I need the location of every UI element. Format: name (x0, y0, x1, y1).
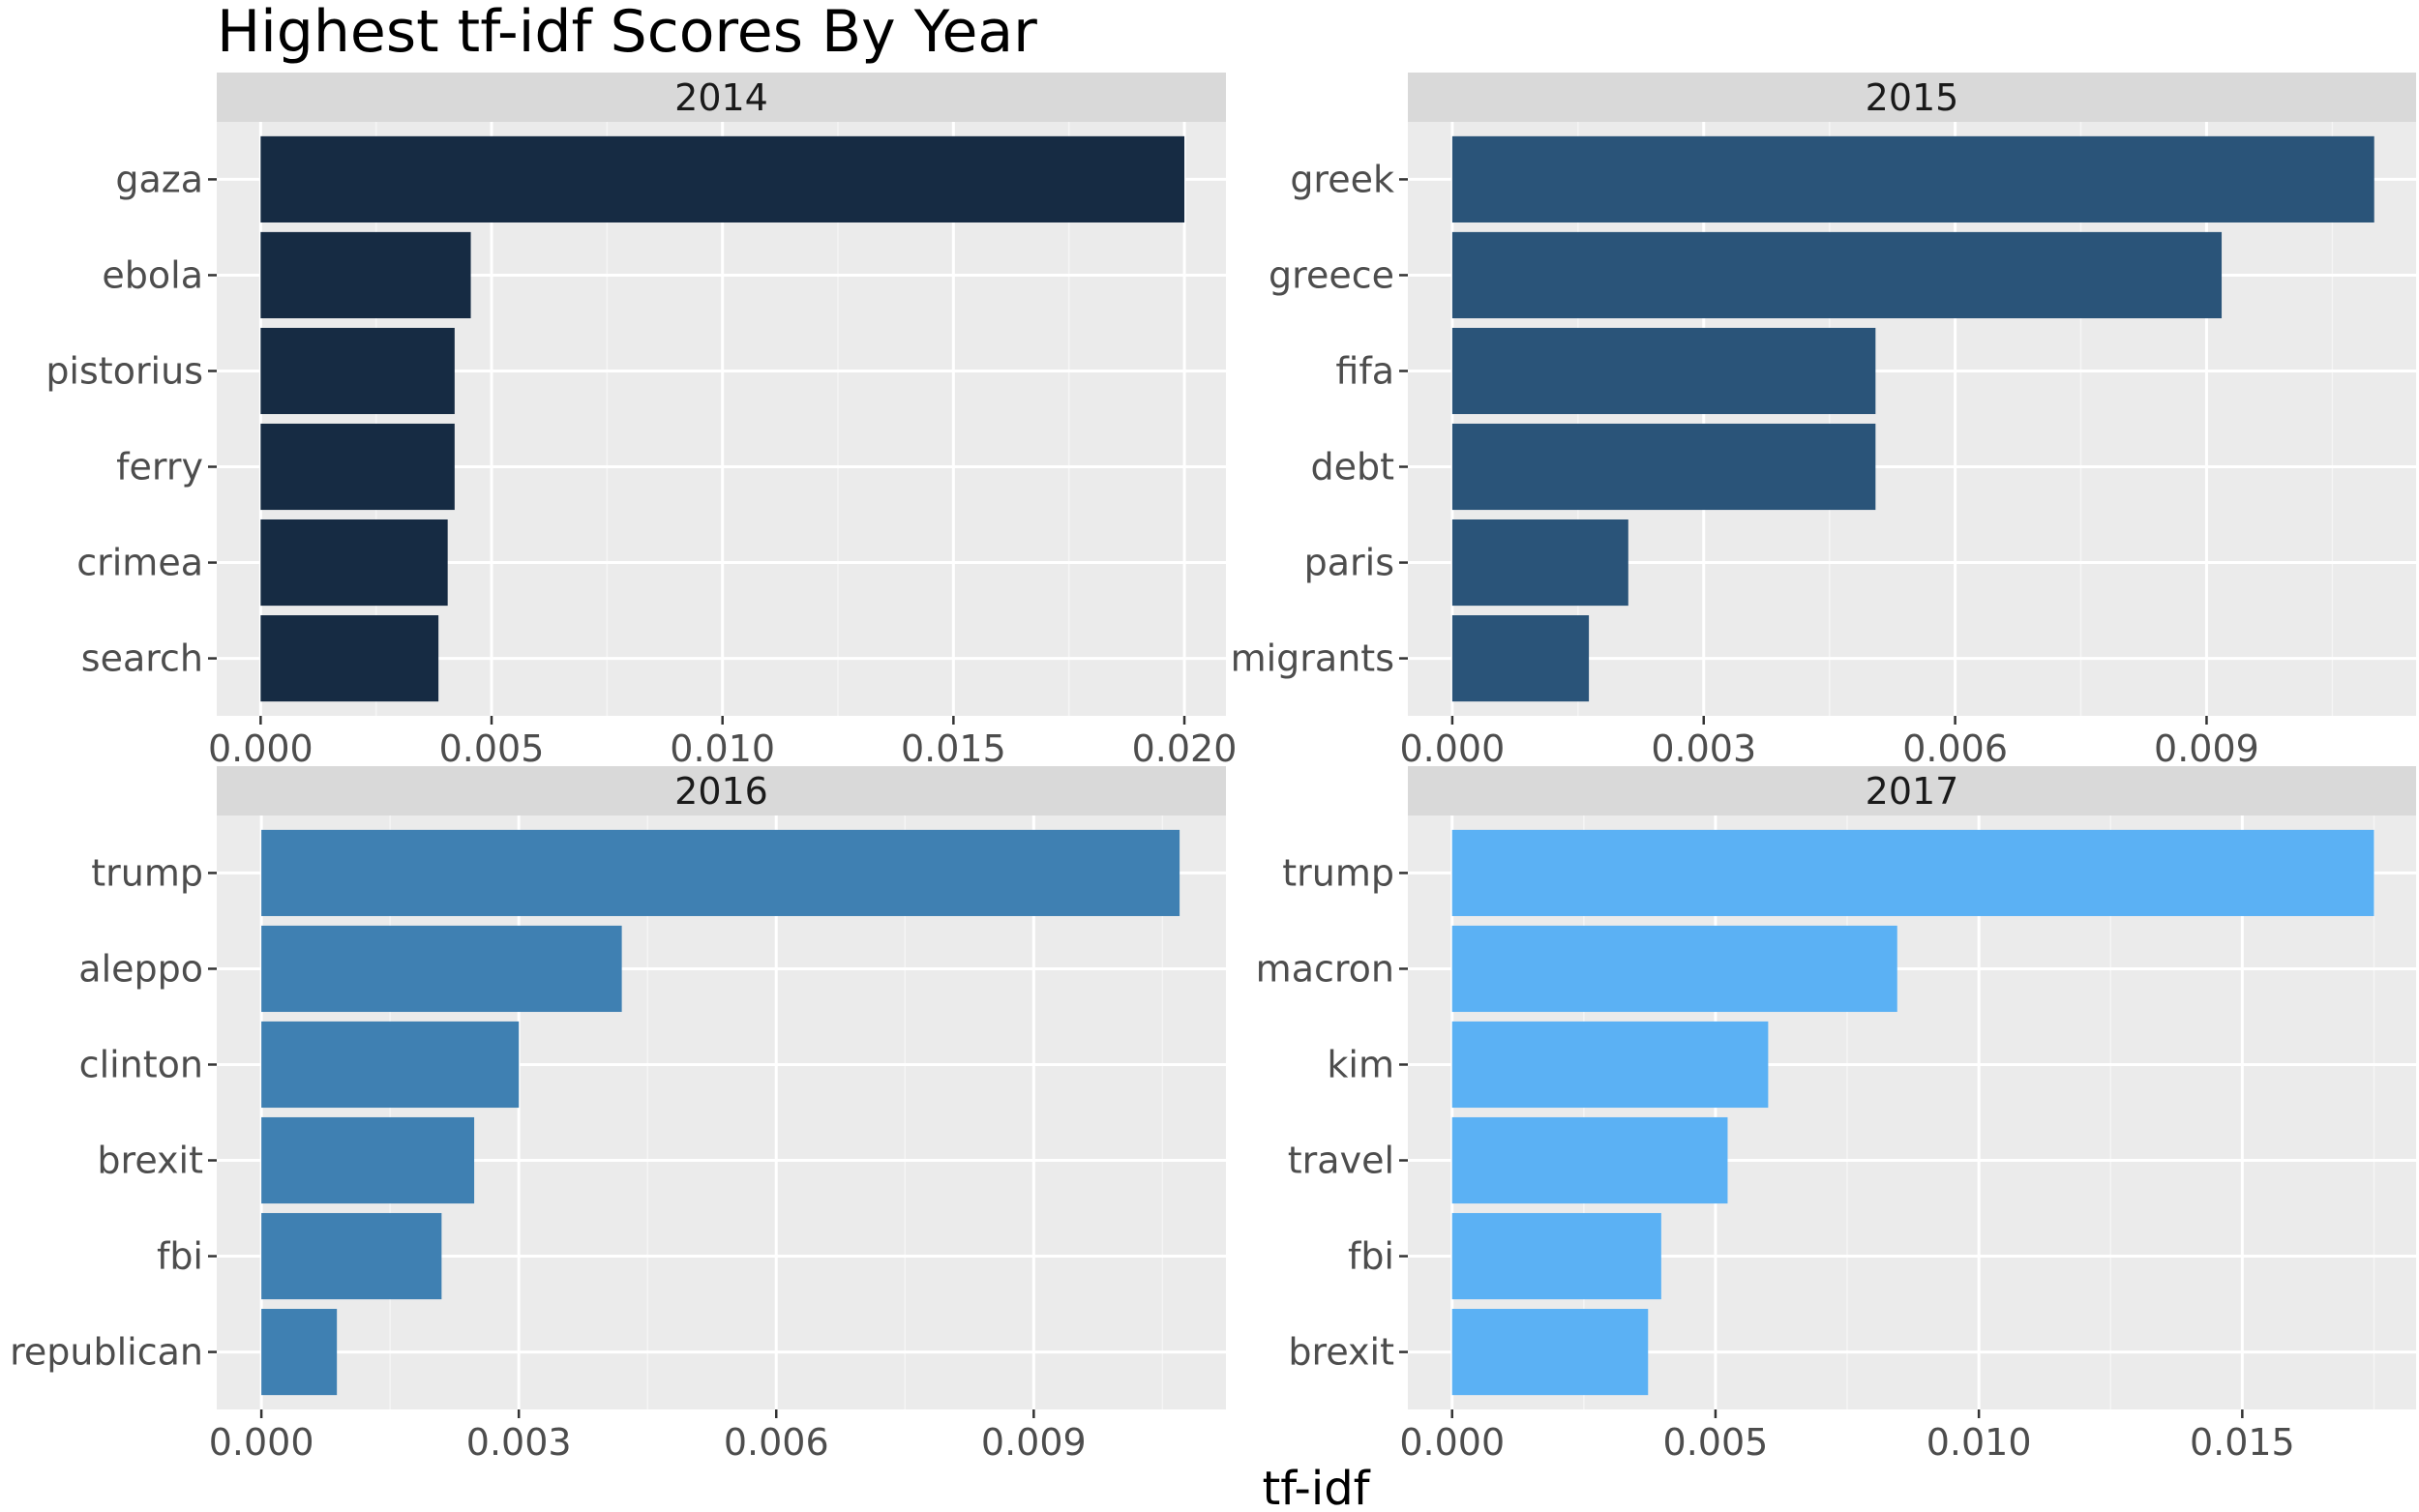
panel-strip (1408, 73, 2416, 122)
x-tick-label: 0.009 (981, 1421, 1087, 1464)
y-tick-label: ebola (102, 253, 203, 296)
y-tick-label: fifa (1335, 349, 1394, 392)
panel-2014: 2014 0.000 0.005 0.010 0.015 0.020 gaza ebola pi… (45, 73, 1237, 770)
panel-strip (217, 73, 1226, 122)
bar-fbi (1451, 1212, 1661, 1300)
y-tick-label: aleppo (78, 947, 203, 990)
y-tick-label: greek (1290, 158, 1394, 200)
bar-crimea (260, 519, 448, 607)
bar-macron (1451, 925, 1897, 1013)
y-tick-label: fbi (1348, 1235, 1394, 1278)
x-tick-label: 0.000 (209, 1421, 314, 1464)
x-tick-label: 0.020 (1132, 727, 1238, 770)
y-tick-label: pistorius (45, 349, 203, 392)
x-tick-label: 0.005 (1663, 1421, 1769, 1464)
y-tick-label: macron (1256, 947, 1394, 990)
panel-strip (1408, 766, 2416, 815)
bar-greece (1451, 231, 2223, 319)
x-tick-label: 0.006 (724, 1421, 829, 1464)
x-tick-label: 0.005 (439, 727, 545, 770)
panel-2015: 2015 0.000 0.003 0.006 0.009 greek greece fifa d… (1231, 73, 2416, 770)
panel-strip-label: 2016 (674, 770, 768, 813)
y-tick-label: crimea (76, 542, 203, 584)
y-tick-label: travel (1288, 1140, 1394, 1182)
panel-2017: 2017 0.000 0.005 0.010 0.015 trump macron kim tr… (1256, 766, 2416, 1464)
bar-search (260, 615, 439, 702)
chart-title: Highest tf-idf Scores By Year (217, 0, 1037, 66)
bar-greek (1451, 135, 2374, 222)
bar-travel (1451, 1116, 1728, 1204)
x-tick-label: 0.010 (670, 727, 775, 770)
y-tick-label: clinton (79, 1043, 203, 1085)
bar-trump (261, 829, 1180, 916)
x-tick-label: 0.009 (2154, 727, 2259, 770)
y-tick-label: republican (10, 1331, 203, 1374)
bar-kim (1451, 1021, 1769, 1109)
x-tick-label: 0.000 (1400, 727, 1506, 770)
x-tick-label: 0.003 (1651, 727, 1756, 770)
bar-migrants (1451, 615, 1590, 702)
bar-brexit (1451, 1309, 1649, 1396)
x-tick-label: 0.000 (208, 727, 314, 770)
y-tick-label: greece (1269, 253, 1394, 296)
bar-fifa (1451, 327, 1876, 415)
y-tick-label: trump (1282, 851, 1394, 894)
bar-ebola (260, 231, 471, 319)
bar-trump (1451, 829, 2374, 916)
y-tick-label: debt (1310, 446, 1394, 489)
bar-ferry (260, 423, 455, 511)
y-tick-label: kim (1327, 1043, 1394, 1085)
panel-strip-label: 2017 (1866, 770, 1959, 813)
panel-strip-label: 2014 (674, 76, 768, 119)
panel-2016: 2016 0.000 0.003 0.006 0.009 trump aleppo clint… (10, 766, 1226, 1464)
x-tick-label: 0.015 (901, 727, 1006, 770)
y-tick-label: paris (1304, 542, 1394, 584)
bar-fbi (261, 1212, 442, 1300)
x-tick-label: 0.000 (1399, 1421, 1505, 1464)
x-tick-label: 0.015 (2190, 1421, 2295, 1464)
x-axis-title: tf-idf (1262, 1462, 1370, 1512)
bar-paris (1451, 519, 1628, 607)
x-tick-label: 0.006 (1902, 727, 2008, 770)
y-tick-label: gaza (115, 158, 203, 200)
panel-strip-label: 2015 (1866, 76, 1959, 119)
y-tick-label: brexit (1288, 1331, 1394, 1374)
bar-clinton (261, 1021, 520, 1109)
bar-gaza (260, 135, 1185, 222)
x-tick-label: 0.010 (1926, 1421, 2032, 1464)
facet-panels: 2014 0.000 0.005 0.010 0.015 0.020 gaza ebola pi… (10, 73, 2416, 1464)
bar-aleppo (261, 925, 622, 1013)
bar-pistorius (260, 327, 455, 415)
y-tick-label: ferry (116, 446, 203, 489)
y-tick-label: trump (91, 851, 203, 894)
y-tick-label: migrants (1231, 637, 1394, 680)
y-tick-label: search (81, 637, 203, 680)
x-tick-label: 0.003 (466, 1421, 572, 1464)
bar-brexit (261, 1116, 475, 1204)
y-tick-label: brexit (97, 1140, 203, 1182)
bar-debt (1451, 423, 1876, 511)
bar-republican (261, 1309, 338, 1396)
panel-strip (217, 766, 1226, 815)
y-tick-label: fbi (157, 1235, 203, 1278)
